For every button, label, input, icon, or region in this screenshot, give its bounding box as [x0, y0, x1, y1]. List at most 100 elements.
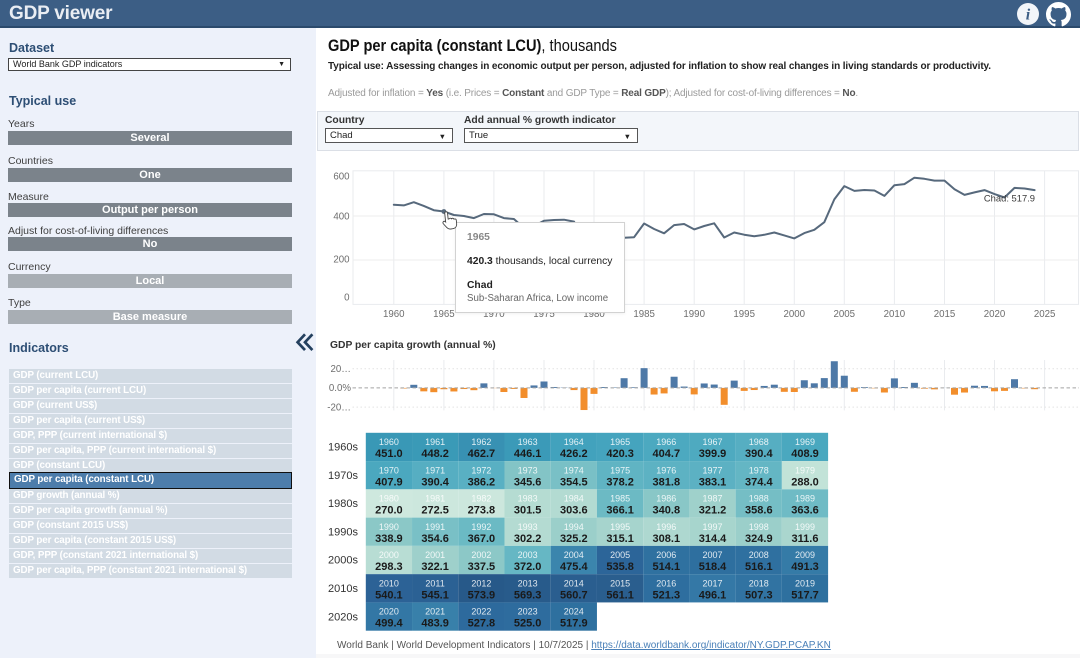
svg-text:2002: 2002 [471, 550, 491, 560]
svg-text:462.7: 462.7 [468, 448, 496, 460]
svg-text:1976: 1976 [656, 465, 676, 475]
svg-text:315.1: 315.1 [606, 533, 634, 545]
svg-text:1980s: 1980s [328, 498, 358, 510]
svg-text:354.6: 354.6 [421, 533, 449, 545]
svg-text:363.6: 363.6 [791, 505, 819, 517]
svg-text:1999: 1999 [795, 522, 815, 532]
svg-text:517.7: 517.7 [791, 589, 819, 601]
svg-text:545.1: 545.1 [421, 589, 449, 601]
svg-text:2010: 2010 [884, 309, 906, 320]
svg-text:1963: 1963 [518, 437, 538, 447]
svg-text:2018: 2018 [749, 578, 769, 588]
svg-text:2016: 2016 [656, 578, 676, 588]
svg-text:1980: 1980 [379, 494, 399, 504]
svg-text:1961: 1961 [425, 437, 445, 447]
svg-text:2011: 2011 [425, 578, 444, 588]
svg-text:2020s: 2020s [328, 611, 358, 623]
svg-text:1992: 1992 [471, 522, 491, 532]
svg-text:383.1: 383.1 [699, 476, 727, 488]
svg-text:408.9: 408.9 [791, 448, 819, 460]
svg-text:311.6: 311.6 [792, 533, 819, 545]
svg-text:324.9: 324.9 [745, 533, 773, 545]
svg-text:298.3: 298.3 [375, 561, 403, 573]
svg-text:367.0: 367.0 [468, 533, 496, 545]
svg-text:1970s: 1970s [328, 470, 358, 482]
svg-text:518.4: 518.4 [699, 561, 727, 573]
svg-text:1966: 1966 [656, 437, 676, 447]
svg-text:540.1: 540.1 [375, 589, 403, 601]
svg-text:496.1: 496.1 [699, 589, 727, 601]
svg-text:1990s: 1990s [328, 526, 358, 538]
svg-text:491.3: 491.3 [791, 561, 819, 573]
svg-text:2017: 2017 [702, 578, 722, 588]
svg-text:1995: 1995 [733, 309, 755, 320]
svg-text:2020: 2020 [984, 309, 1006, 320]
svg-text:600: 600 [333, 172, 350, 183]
svg-text:1994: 1994 [564, 522, 584, 532]
svg-text:1964: 1964 [564, 437, 584, 447]
svg-text:560.7: 560.7 [560, 589, 588, 601]
svg-text:451.0: 451.0 [375, 448, 403, 460]
svg-text:1971: 1971 [425, 465, 445, 475]
svg-text:372.0: 372.0 [514, 561, 542, 573]
svg-text:1982: 1982 [471, 494, 491, 504]
svg-text:390.4: 390.4 [745, 448, 773, 460]
svg-text:1983: 1983 [518, 494, 538, 504]
svg-text:2007: 2007 [702, 550, 722, 560]
svg-text:516.1: 516.1 [745, 561, 773, 573]
svg-text:2021: 2021 [425, 607, 445, 617]
svg-text:321.2: 321.2 [699, 505, 727, 517]
svg-text:20…: 20… [331, 364, 351, 375]
svg-text:573.9: 573.9 [468, 589, 496, 601]
svg-text:1970: 1970 [483, 309, 505, 320]
svg-text:1989: 1989 [795, 494, 815, 504]
svg-text:345.6: 345.6 [514, 476, 542, 488]
svg-text:1990: 1990 [683, 309, 705, 320]
svg-text:0: 0 [344, 293, 350, 304]
svg-text:483.9: 483.9 [421, 618, 449, 630]
svg-text:Chad: 517.9: Chad: 517.9 [984, 193, 1035, 204]
svg-text:314.4: 314.4 [699, 533, 727, 545]
svg-text:2006: 2006 [656, 550, 676, 560]
svg-text:2004: 2004 [564, 550, 584, 560]
svg-text:381.8: 381.8 [653, 476, 681, 488]
svg-text:1997: 1997 [702, 522, 722, 532]
svg-text:2001: 2001 [425, 550, 445, 560]
svg-text:2000: 2000 [379, 550, 399, 560]
svg-text:338.9: 338.9 [375, 533, 403, 545]
svg-text:1975: 1975 [610, 465, 630, 475]
svg-text:1995: 1995 [610, 522, 630, 532]
svg-text:1973: 1973 [518, 465, 538, 475]
svg-text:2010: 2010 [379, 578, 399, 588]
svg-text:374.4: 374.4 [745, 476, 773, 488]
svg-text:390.4: 390.4 [421, 476, 449, 488]
svg-text:535.8: 535.8 [606, 561, 634, 573]
svg-text:404.7: 404.7 [653, 448, 681, 460]
svg-text:2014: 2014 [564, 578, 584, 588]
svg-text:2023: 2023 [518, 607, 538, 617]
svg-text:200: 200 [333, 255, 350, 266]
svg-text:1967: 1967 [702, 437, 722, 447]
svg-text:354.5: 354.5 [560, 476, 588, 488]
svg-text:400: 400 [333, 212, 350, 223]
svg-text:1985: 1985 [610, 494, 630, 504]
svg-text:2005: 2005 [610, 550, 630, 560]
svg-text:303.6: 303.6 [560, 505, 588, 517]
svg-text:1975: 1975 [533, 309, 555, 320]
svg-text:1985: 1985 [633, 309, 655, 320]
svg-text:2015: 2015 [610, 578, 630, 588]
svg-text:1965: 1965 [433, 309, 455, 320]
svg-text:426.2: 426.2 [560, 448, 588, 460]
svg-text:358.6: 358.6 [745, 505, 773, 517]
svg-text:325.2: 325.2 [560, 533, 588, 545]
svg-text:1960s: 1960s [328, 442, 358, 454]
svg-text:1972: 1972 [471, 465, 491, 475]
svg-text:270.0: 270.0 [375, 505, 403, 517]
svg-text:1969: 1969 [795, 437, 815, 447]
svg-text:517.9: 517.9 [560, 618, 588, 630]
svg-text:1986: 1986 [656, 494, 676, 504]
svg-text:1980: 1980 [583, 309, 605, 320]
svg-text:561.1: 561.1 [606, 589, 634, 601]
svg-text:1990: 1990 [379, 522, 399, 532]
svg-text:2003: 2003 [518, 550, 538, 560]
